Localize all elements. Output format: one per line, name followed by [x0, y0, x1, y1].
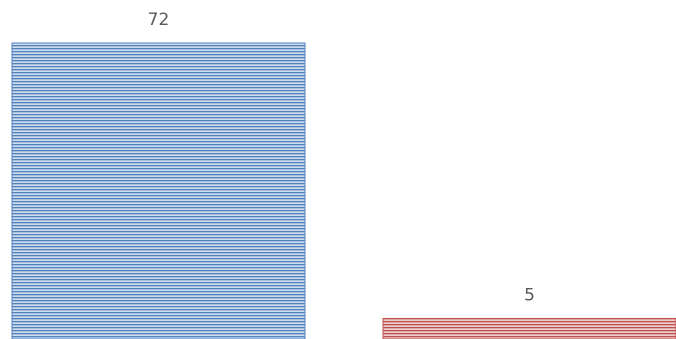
- data-label-2: 5: [524, 285, 535, 305]
- data-labels-layer: 72 5: [148, 10, 535, 305]
- data-label-1: 72: [148, 10, 170, 30]
- bars-layer: [11, 42, 676, 339]
- bar-1: [11, 42, 306, 339]
- bar-2: [382, 317, 676, 339]
